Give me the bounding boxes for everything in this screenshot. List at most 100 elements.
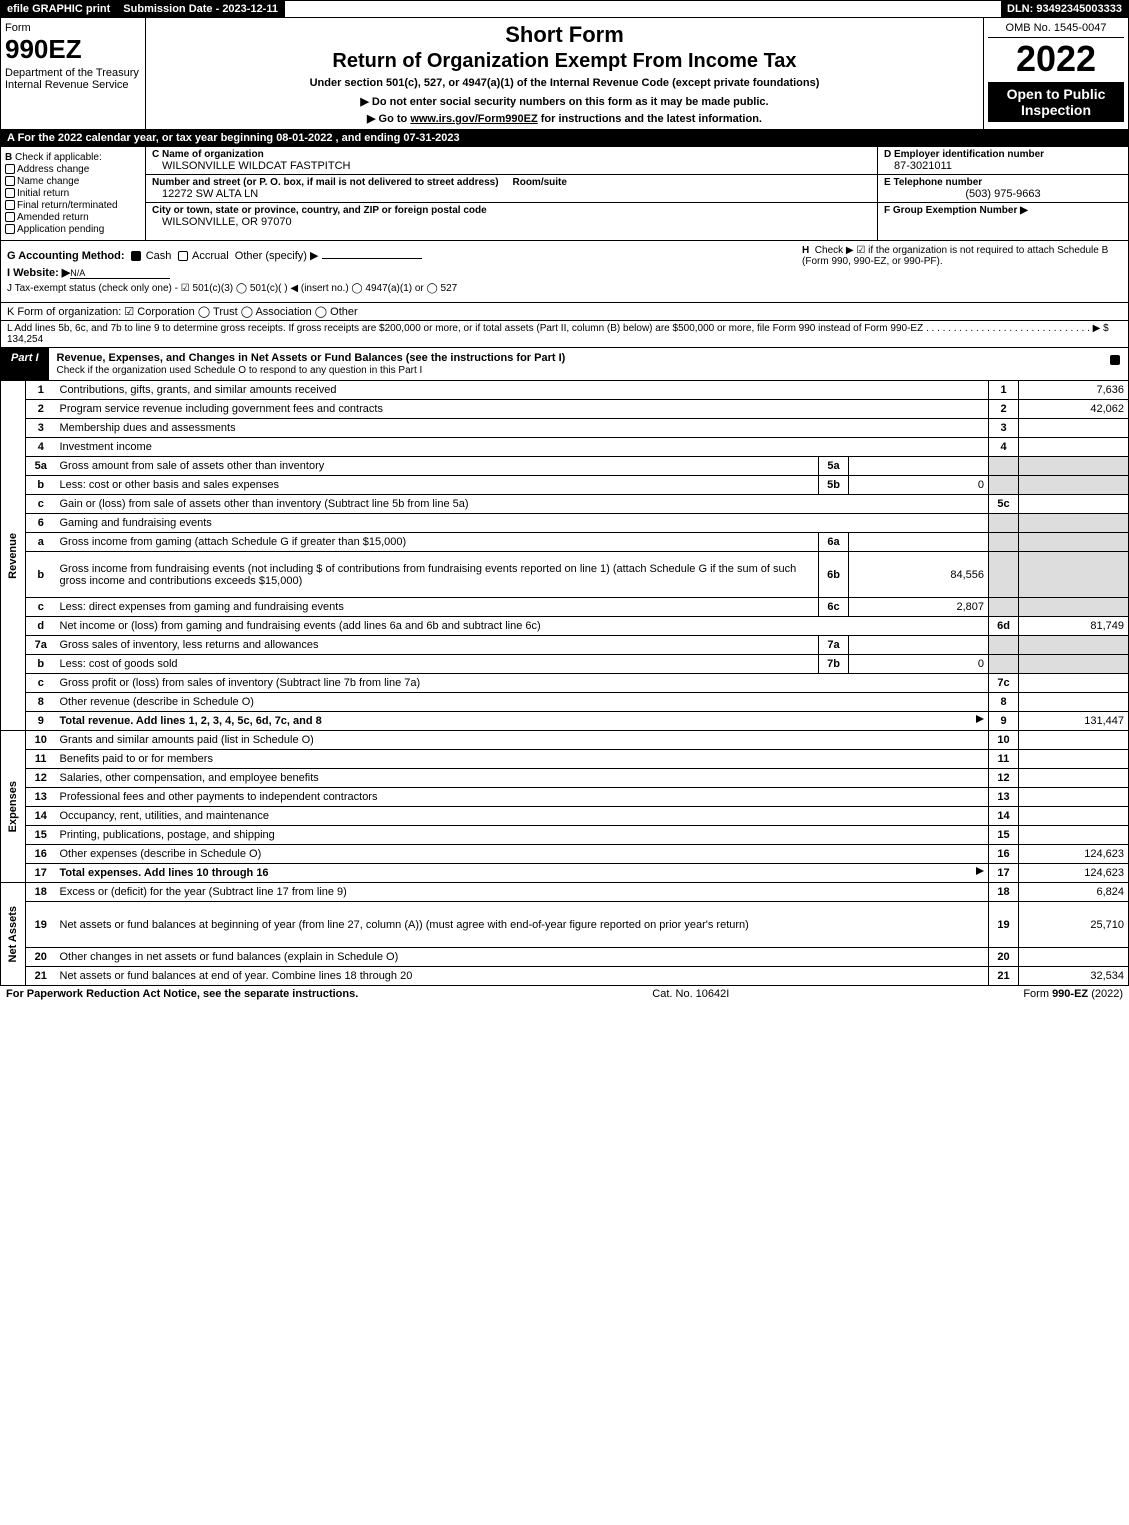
e-phone-label: E Telephone number [884,177,1122,188]
ssn-note: ▶ Do not enter social security numbers o… [154,95,975,108]
line-no: 21 [26,967,56,986]
line-h: H Check ▶ ☑ if the organization is not r… [802,245,1122,267]
line-desc: Contributions, gifts, grants, and simila… [56,381,989,400]
right-line-val [1019,533,1129,552]
right-line-val [1019,948,1129,967]
right-line-no: 9 [989,712,1019,731]
line-desc: Professional fees and other payments to … [56,788,989,807]
part-1-tag: Part I [1,348,49,380]
department: Department of the Treasury Internal Reve… [5,67,141,91]
right-line-val [1019,514,1129,533]
line-no: 20 [26,948,56,967]
line-no: 9 [26,712,56,731]
line-desc: Gaming and fundraising events [56,514,989,533]
ein: 87-3021011 [884,160,1122,172]
line-desc: Net assets or fund balances at beginning… [56,902,989,948]
right-line-no: 6d [989,617,1019,636]
link-post: for instructions and the latest informat… [538,113,762,125]
chk-final-return[interactable] [5,200,15,210]
c-name-label: C Name of organization [152,149,871,160]
mid-line-no: 7b [819,655,849,674]
right-line-no: 16 [989,845,1019,864]
right-line-no: 1 [989,381,1019,400]
right-line-no: 14 [989,807,1019,826]
right-line-val: 7,636 [1019,381,1129,400]
line-desc: Occupancy, rent, utilities, and maintena… [56,807,989,826]
right-line-val [1019,693,1129,712]
mid-line-val [849,636,989,655]
line-no: b [26,655,56,674]
right-line-val [1019,636,1129,655]
right-line-no [989,457,1019,476]
line-no: 15 [26,826,56,845]
mid-line-val [849,533,989,552]
line-desc: Net assets or fund balances at end of ye… [56,967,989,986]
part-1-sub: Check if the organization used Schedule … [57,365,423,376]
chk-application-pending[interactable] [5,224,15,234]
chk-initial-return[interactable] [5,188,15,198]
right-line-no [989,533,1019,552]
line-no: 17 [26,864,56,883]
line-desc: Net income or (loss) from gaming and fun… [56,617,989,636]
page-footer: For Paperwork Reduction Act Notice, see … [0,986,1129,1002]
footer-right: Form 990-EZ (2022) [1023,988,1123,1000]
f-group-label: F Group Exemption Number ▶ [884,205,1122,216]
right-line-val: 131,447 [1019,712,1129,731]
line-desc: Gross amount from sale of assets other t… [56,457,819,476]
irs-link[interactable]: www.irs.gov/Form990EZ [410,113,537,125]
mid-line-val: 2,807 [849,598,989,617]
chk-cash[interactable] [131,251,141,261]
chk-schedule-o[interactable] [1110,355,1120,365]
line-desc: Membership dues and assessments [56,419,989,438]
mid-line-val [849,457,989,476]
b-item-5: Application pending [17,224,104,235]
right-line-val: 124,623 [1019,864,1129,883]
chk-accrual[interactable] [178,251,188,261]
right-line-val [1019,655,1129,674]
form-number: 990EZ [5,34,141,65]
line-no: 4 [26,438,56,457]
right-line-no [989,514,1019,533]
chk-address-change[interactable] [5,164,15,174]
right-line-val [1019,788,1129,807]
mid-line-val: 0 [849,476,989,495]
line-no: 16 [26,845,56,864]
top-bar: efile GRAPHIC print Submission Date - 20… [0,0,1129,18]
line-desc: Excess or (deficit) for the year (Subtra… [56,883,989,902]
submission-date: Submission Date - 2023-12-11 [117,1,285,17]
box-b: B Check if applicable: Address change Na… [1,147,146,240]
return-title: Return of Organization Exempt From Incom… [154,50,975,73]
link-pre: ▶ Go to [367,113,410,125]
line-desc: Gross income from fundraising events (no… [56,552,819,598]
chk-name-change[interactable] [5,176,15,186]
short-form-title: Short Form [154,22,975,48]
part-1-title: Revenue, Expenses, and Changes in Net As… [57,352,566,364]
right-line-no: 18 [989,883,1019,902]
line-no: 10 [26,731,56,750]
chk-amended-return[interactable] [5,212,15,222]
right-line-no [989,636,1019,655]
line-no: 7a [26,636,56,655]
footer-left: For Paperwork Reduction Act Notice, see … [6,988,358,1000]
line-desc: Grants and similar amounts paid (list in… [56,731,989,750]
right-line-val: 25,710 [1019,902,1129,948]
right-line-no: 20 [989,948,1019,967]
netassets-table: Net Assets 18Excess or (deficit) for the … [0,883,1129,986]
line-no: 5a [26,457,56,476]
omb-number: OMB No. 1545-0047 [988,22,1124,38]
b-label: B [5,152,12,163]
line-no: 8 [26,693,56,712]
right-line-val [1019,769,1129,788]
part-1-header: Part I Revenue, Expenses, and Changes in… [0,348,1129,381]
line-desc: Other expenses (describe in Schedule O) [56,845,989,864]
line-j: J Tax-exempt status (check only one) - ☑… [7,283,1122,294]
dln: DLN: 93492345003333 [1001,1,1128,17]
b-item-3: Final return/terminated [17,200,118,211]
goto-link-line: ▶ Go to www.irs.gov/Form990EZ for instru… [154,112,975,125]
mid-line-no: 6b [819,552,849,598]
section-label: Net Assets [1,883,26,986]
right-line-no: 4 [989,438,1019,457]
line-i: I Website: ▶N/A [7,266,1122,279]
mid-line-val: 84,556 [849,552,989,598]
line-no: 13 [26,788,56,807]
